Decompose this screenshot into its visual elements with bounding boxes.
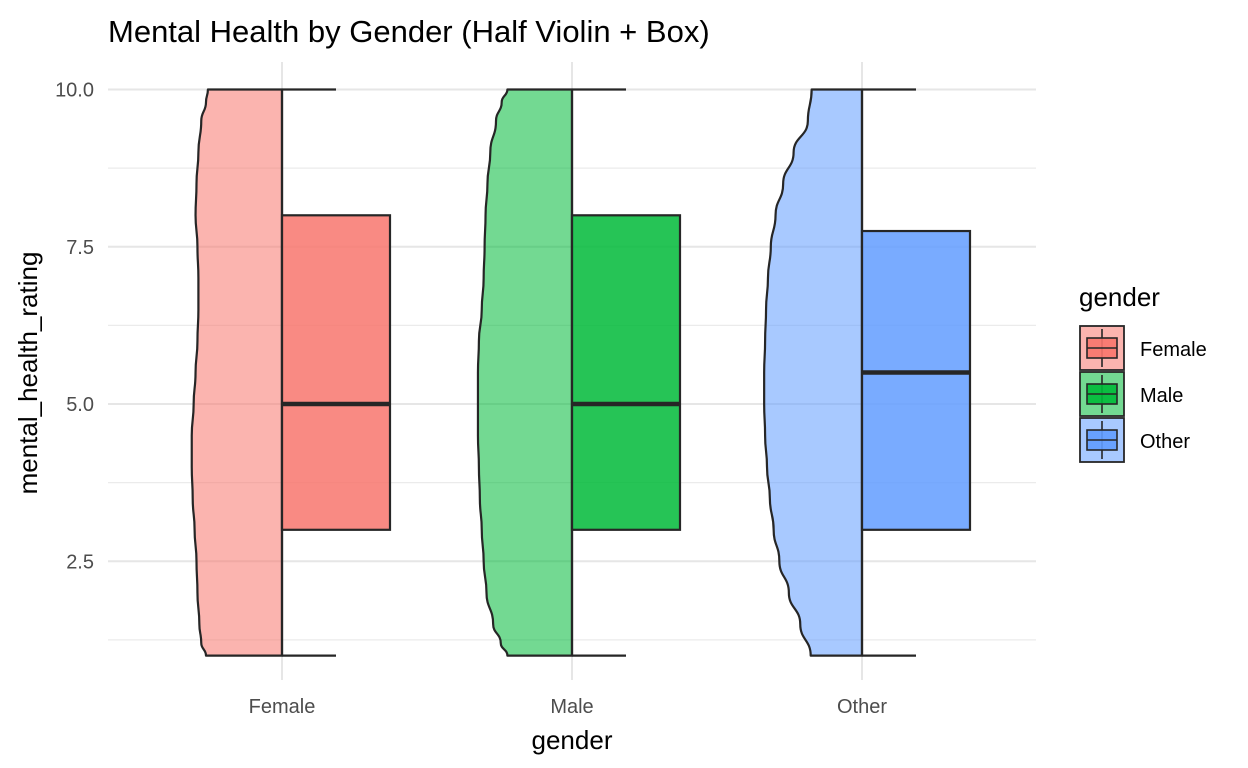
boxplot-female (280, 88, 392, 657)
legend-label: Male (1140, 385, 1183, 407)
legend-item-male: Male (1079, 371, 1183, 417)
violin-female (190, 88, 284, 657)
violins (190, 88, 864, 657)
legend-item-female: Female (1079, 325, 1207, 371)
y-tick-label: 2.5 (66, 551, 94, 573)
legend-title: gender (1079, 282, 1160, 312)
box-iqr (570, 214, 682, 531)
chart-title: Mental Health by Gender (Half Violin + B… (108, 14, 710, 49)
legend-label: Other (1140, 431, 1190, 453)
y-tick-label: 5.0 (66, 394, 94, 416)
legend-item-other: Other (1079, 417, 1190, 463)
x-tick-label-female: Female (249, 696, 316, 718)
box-iqr (860, 229, 972, 531)
boxplot-male (570, 88, 682, 657)
y-tick-labels: 2.5 5.0 7.5 10.0 (55, 80, 94, 574)
y-tick-label: 10.0 (55, 80, 94, 102)
y-tick-label: 7.5 (66, 237, 94, 259)
legend-items: Female Male Other (1079, 325, 1207, 463)
x-tick-labels: Female Male Other (249, 696, 888, 718)
legend-label: Female (1140, 339, 1207, 361)
boxplots (280, 88, 972, 657)
legend: gender Female Male Other (1079, 282, 1207, 463)
x-tick-label-male: Male (550, 696, 593, 718)
y-axis-title: mental_health_rating (13, 252, 43, 495)
violin-other (763, 88, 864, 657)
x-axis-title: gender (532, 725, 613, 755)
boxplot-other (860, 88, 972, 657)
box-iqr (280, 214, 392, 531)
violin-male (476, 88, 574, 657)
x-tick-label-other: Other (837, 696, 887, 718)
